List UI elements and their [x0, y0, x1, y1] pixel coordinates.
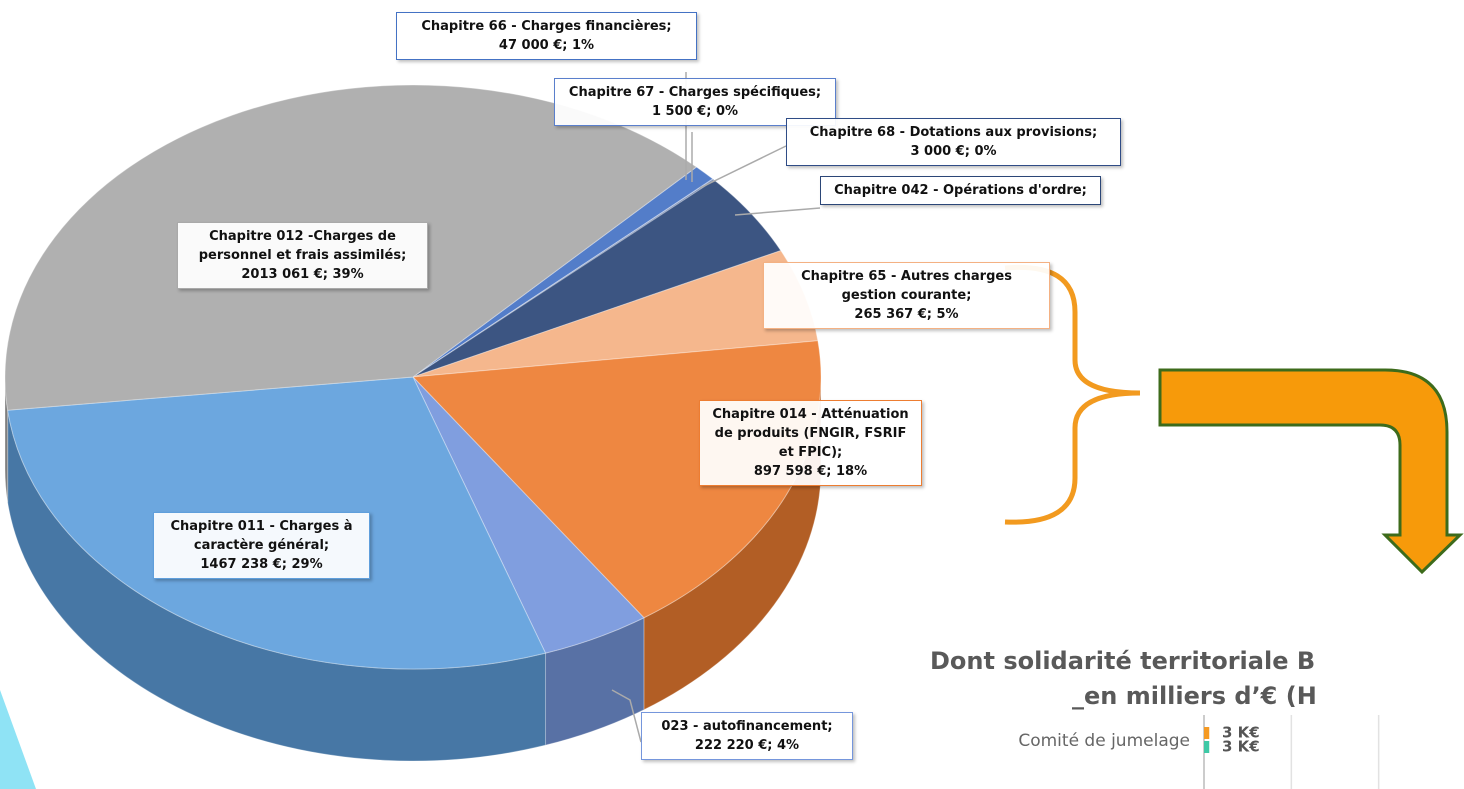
percent-label: 0%: [974, 144, 997, 159]
category: Chapitre 012 -Charges de personnel et fr…: [198, 229, 407, 263]
category: Chapitre 67 - Charges spécifiques;: [568, 85, 822, 100]
data-label: Chapitre 65 - Autres charges gestion cou…: [763, 262, 1050, 329]
category: Chapitre 014 - Atténuation de produits (…: [712, 407, 909, 460]
data-label: Chapitre 66 - Charges financières; 47 000…: [396, 12, 697, 60]
category: Chapitre 65 - Autres charges gestion cou…: [801, 269, 1012, 303]
value-label: 3 000 €;: [910, 144, 970, 159]
bar-title: Dont solidarité territoriale B: [930, 647, 1315, 675]
category-label: Comité de jumelage: [1018, 731, 1190, 751]
slice: [412, 166, 714, 378]
slice: [412, 178, 716, 378]
value-label: 3 K€: [1222, 724, 1260, 742]
percent-label: 4%: [777, 738, 800, 753]
leader-line: [611, 689, 642, 743]
data-label: Chapitre 014 - Atténuation de produits (…: [699, 400, 922, 486]
leader-line: [699, 145, 787, 189]
category: Chapitre 011 - Charges à caractère génér…: [170, 519, 353, 553]
data-label: Chapitre 68 - Dotations aux provisions; 3…: [786, 118, 1121, 166]
percent-label: 29%: [291, 557, 323, 572]
category: Chapitre 042 - Opérations d'ordre;: [834, 183, 1087, 198]
percent-label: 18%: [835, 464, 868, 479]
leader-line: [734, 207, 821, 216]
decor-triangle: [0, 690, 36, 789]
bar: [1204, 741, 1210, 753]
value-label: 1467 238 €;: [200, 557, 287, 572]
value-label: 222 220 €;: [694, 738, 773, 753]
bar-subtitle: _en milliers d’€ (H: [1072, 682, 1317, 710]
percent-label: 5%: [936, 307, 959, 322]
leader-lines: [611, 72, 821, 743]
value-label: 47 000 €;: [498, 38, 568, 53]
value-label: 3 K€: [1222, 738, 1260, 756]
category: Chapitre 68 - Dotations aux provisions;: [809, 125, 1098, 140]
slice: [412, 376, 645, 654]
arrow: [1158, 368, 1464, 575]
data-label: Chapitre 012 -Charges de personnel et fr…: [177, 222, 428, 289]
percent-label: 1%: [571, 38, 595, 53]
data-label: Chapitre 011 - Charges à caractère génér…: [153, 512, 370, 579]
bar: [1204, 727, 1210, 739]
percent-label: 0%: [715, 104, 739, 119]
value-label: 1 500 €;: [651, 104, 712, 119]
value-label: 265 367 €;: [854, 307, 932, 322]
data-label: Chapitre 042 - Opérations d'ordre;: [820, 176, 1101, 205]
percent-label: 39%: [332, 267, 364, 282]
data-label: 023 - autofinancement; 222 220 €; 4%: [641, 712, 853, 760]
bracket: [1004, 264, 1141, 525]
value-label: 2013 061 €;: [241, 267, 328, 282]
category: 023 - autofinancement;: [661, 719, 833, 734]
value-label: 897 598 €;: [753, 464, 832, 479]
category: Chapitre 66 - Charges financières;: [421, 19, 672, 34]
